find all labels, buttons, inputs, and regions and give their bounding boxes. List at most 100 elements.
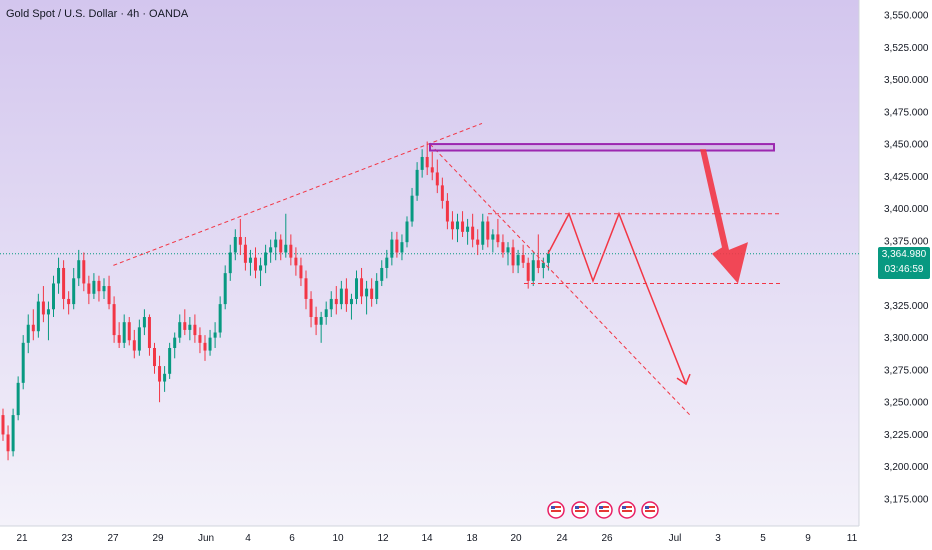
candles-series: [1, 141, 550, 461]
candle-body: [213, 332, 217, 338]
candle-body: [269, 247, 273, 253]
us-flag-icon[interactable]: [641, 501, 659, 519]
time-axis: 21 23 27 29 Jun 4 6 10 12 14 18 20 24 26 Jul 3 5 9 11: [16, 533, 857, 544]
candle-body: [536, 260, 540, 268]
candle-body: [541, 262, 545, 268]
candle-body: [496, 234, 500, 243]
time-axis-background: [0, 526, 932, 550]
primary-downside-arrow: [700, 149, 748, 284]
candle-body: [198, 335, 202, 343]
candle-body: [461, 221, 465, 232]
flag-stripe: [551, 510, 561, 512]
price-tick-label: 3,400.000: [884, 204, 929, 215]
candle-body: [445, 200, 449, 222]
candle-body: [344, 288, 348, 305]
candle-body: [67, 298, 71, 305]
price-tick-label: 3,475.000: [884, 107, 929, 118]
flag-stripe: [575, 510, 585, 512]
us-flag-icon[interactable]: [571, 501, 589, 519]
candle-body: [526, 262, 530, 281]
candle-body: [163, 373, 167, 382]
chart-background: [0, 0, 859, 526]
event-icons[interactable]: [547, 501, 659, 519]
candle-body: [360, 278, 364, 297]
candle-body: [218, 304, 222, 333]
time-tick-label: 26: [601, 533, 613, 544]
candle-body: [112, 304, 116, 336]
candle-body: [92, 280, 96, 294]
candle-body: [415, 169, 419, 196]
candle-body: [46, 309, 50, 315]
candle-body: [107, 286, 111, 305]
flag-stripe: [645, 510, 655, 512]
price-tick-label: 3,425.000: [884, 172, 929, 183]
candle-body: [410, 195, 414, 222]
candle-body: [466, 226, 470, 232]
candle-body: [481, 221, 485, 245]
candle-body: [440, 185, 444, 201]
chart-title: Gold Spot / U.S. Dollar · 4h · OANDA: [6, 8, 189, 20]
price-tick-label: 3,250.000: [884, 398, 929, 409]
flag-stripe: [575, 506, 585, 508]
candle-body: [117, 335, 121, 343]
candle-body: [329, 298, 333, 310]
candle-body: [87, 283, 91, 294]
resistance-zone: [429, 143, 775, 152]
flag-stripe: [622, 510, 632, 512]
candle-body: [314, 317, 318, 325]
downside-arrow-head: [676, 373, 691, 386]
candle-body: [546, 253, 550, 263]
flag-canton: [575, 506, 579, 509]
candle-body: [309, 298, 313, 318]
candle-body: [264, 252, 268, 266]
candle-body: [279, 239, 283, 253]
candle-body: [72, 278, 76, 305]
candle-body: [178, 322, 182, 338]
candle-body: [36, 301, 40, 332]
candle-body: [147, 317, 151, 348]
price-tick-label: 3,375.000: [884, 236, 929, 247]
candle-body: [370, 288, 374, 299]
time-tick-label: 21: [16, 533, 28, 544]
candle-body: [41, 301, 45, 315]
time-tick-label: 14: [421, 533, 433, 544]
candle-body: [380, 267, 384, 281]
us-flag-icon[interactable]: [618, 501, 636, 519]
us-flag-icon[interactable]: [547, 501, 565, 519]
zigzag-projection: [547, 211, 646, 284]
candle-body: [208, 337, 212, 351]
downside-arrow-shaft: [644, 280, 687, 385]
candle-body: [16, 382, 20, 416]
candle-body: [405, 221, 409, 243]
candle-body: [21, 342, 25, 383]
candle-body: [486, 221, 490, 240]
flag-stripe: [645, 506, 655, 508]
candle-body: [248, 257, 252, 263]
candle-body: [11, 415, 15, 452]
time-tick-label: 18: [466, 533, 478, 544]
candle-body: [516, 255, 520, 266]
price-tick-label: 3,200.000: [884, 462, 929, 473]
candle-body: [223, 273, 227, 305]
candle-body: [435, 172, 439, 186]
candle-body: [274, 239, 278, 248]
candle-body: [349, 298, 353, 305]
flag-canton: [622, 506, 626, 509]
time-tick-label: 23: [61, 533, 73, 544]
time-tick-label: 11: [847, 533, 858, 544]
flag-stripe: [551, 506, 561, 508]
candle-body: [132, 340, 136, 351]
candle-body: [62, 267, 66, 299]
us-flag-icon[interactable]: [595, 501, 613, 519]
price-tick-label: 3,225.000: [884, 430, 929, 441]
candle-body: [142, 317, 146, 328]
candle-body: [324, 309, 328, 318]
candle-body: [168, 347, 172, 374]
candle-body: [521, 255, 525, 263]
candle-body: [319, 317, 323, 325]
candle-body: [294, 257, 298, 266]
candle-body: [400, 242, 404, 253]
candle-body: [158, 366, 162, 382]
candle-body: [173, 337, 177, 348]
